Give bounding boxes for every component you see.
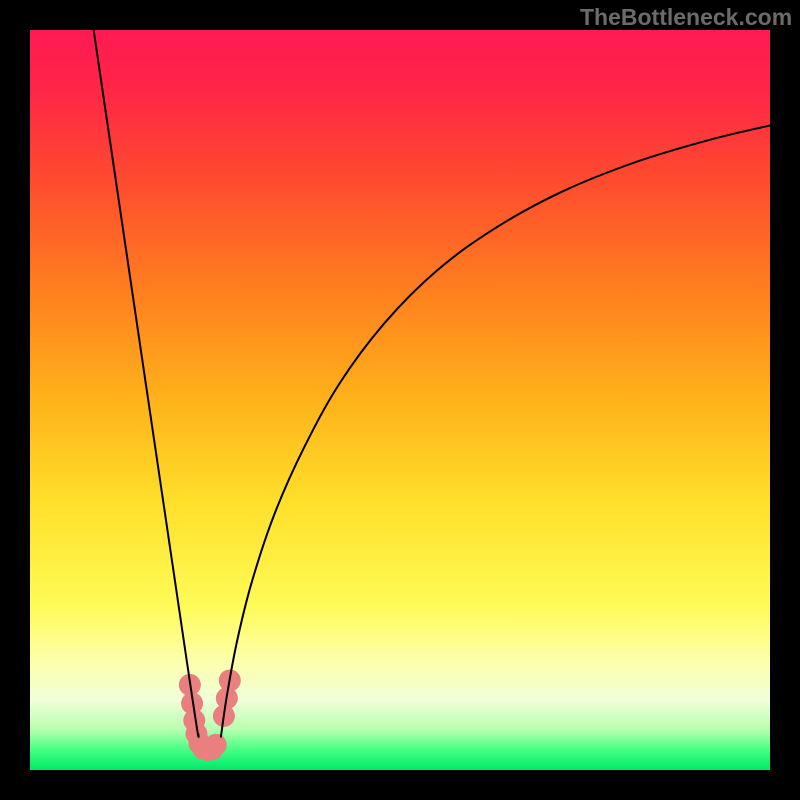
watermark-text: TheBottleneck.com — [580, 4, 792, 31]
plot-background — [30, 30, 770, 770]
plot-area — [30, 30, 770, 770]
marker-dot — [205, 734, 227, 756]
plot-svg — [30, 30, 770, 770]
chart-stage: TheBottleneck.com — [0, 0, 800, 800]
